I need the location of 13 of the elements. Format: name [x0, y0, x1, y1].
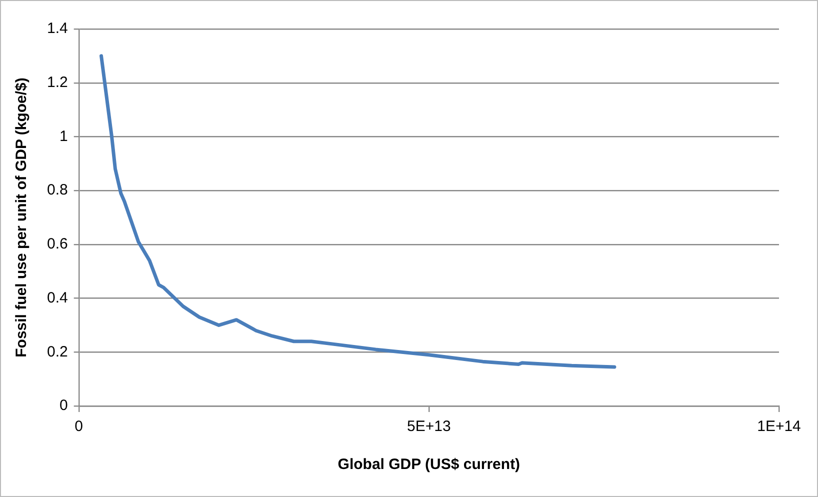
y-tick-label: 1	[60, 128, 68, 145]
y-tick-label: 0.6	[46, 236, 68, 253]
x-tick-label: 1E+14	[757, 418, 801, 436]
x-axis-title: Global GDP (US$ current)	[338, 456, 520, 474]
y-tick-label: 0.8	[46, 182, 68, 199]
x-tick-label: 5E+13	[407, 418, 451, 436]
x-tick-label: 0	[74, 418, 84, 436]
y-tick-label: 0.4	[46, 289, 68, 306]
y-axis-title: Fossil fuel use per unit of GDP (kgoe/$)	[13, 78, 30, 358]
y-tick-label: 1.2	[46, 74, 68, 91]
y-tick-label: 0	[60, 397, 68, 414]
y-tick-label: 0.2	[46, 343, 68, 360]
y-tick-label: 1.4	[46, 20, 68, 38]
